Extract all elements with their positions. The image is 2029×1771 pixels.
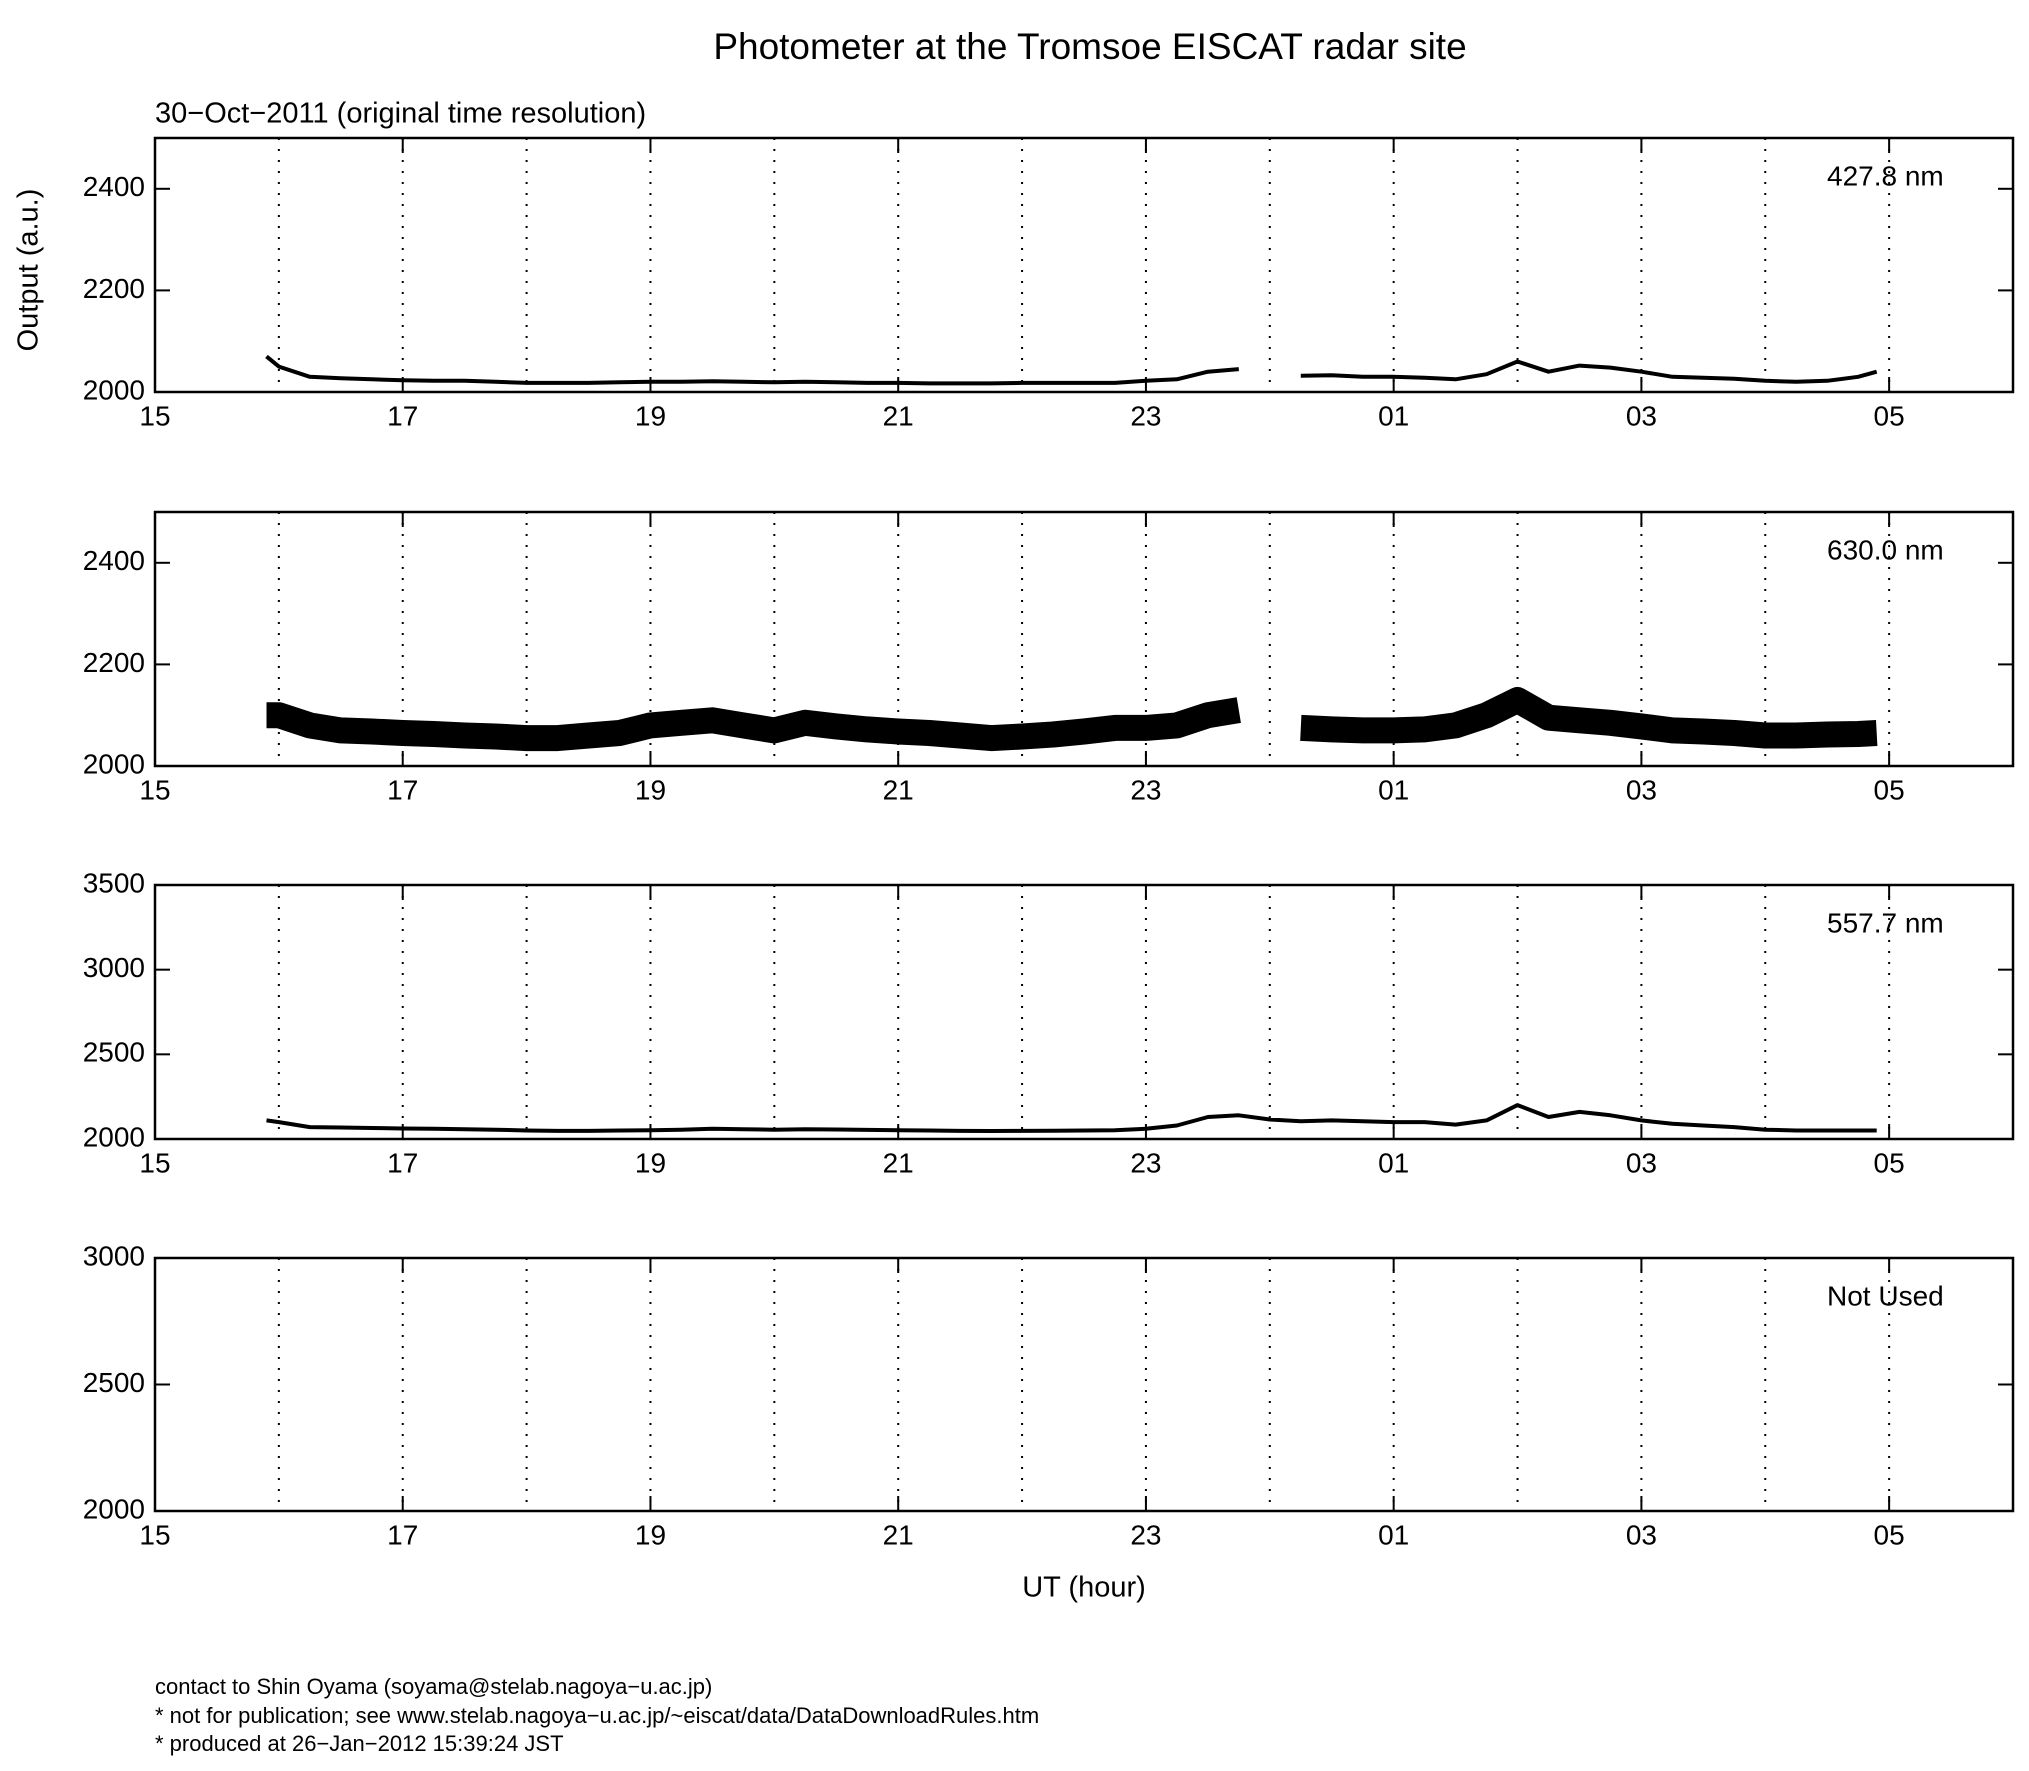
y-tick-label: 2400	[83, 545, 145, 576]
x-tick-label: 19	[635, 774, 666, 805]
x-tick-label: 03	[1626, 1519, 1657, 1550]
y-tick-label: 2000	[83, 1493, 145, 1524]
y-axis-label: Output (a.u.)	[13, 189, 45, 352]
x-tick-label: 23	[1130, 1147, 1161, 1178]
y-tick-label: 2200	[83, 273, 145, 304]
x-tick-label: 23	[1130, 400, 1161, 431]
y-tick-label: 3500	[83, 867, 145, 898]
footer-line: * not for publication; see www.stelab.na…	[155, 1703, 1039, 1728]
y-tick-label: 3000	[83, 952, 145, 983]
x-tick-label: 03	[1626, 1147, 1657, 1178]
x-tick-label: 03	[1626, 774, 1657, 805]
axes-frame	[153, 136, 2015, 394]
panel-label: Not Used	[1827, 1280, 1944, 1311]
subtitle: 30−Oct−2011 (original time resolution)	[155, 98, 646, 130]
y-tick-label: 2500	[83, 1367, 145, 1398]
panel-label: 630.0 nm	[1827, 534, 1944, 565]
y-tick-label: 2000	[83, 748, 145, 779]
axes-frame	[153, 883, 2015, 1141]
x-tick-label: 05	[1874, 1519, 1905, 1550]
x-tick-label: 01	[1378, 774, 1409, 805]
x-tick-label: 15	[139, 400, 170, 431]
x-tick-label: 01	[1378, 400, 1409, 431]
panel-label: 427.8 nm	[1827, 160, 1944, 191]
x-tick-label: 15	[139, 774, 170, 805]
x-tick-label: 17	[387, 1147, 418, 1178]
data-line	[265, 354, 1878, 386]
x-tick-label: 05	[1874, 400, 1905, 431]
title: Photometer at the Tromsoe EISCAT radar s…	[713, 26, 1466, 67]
x-tick-label: 21	[883, 774, 914, 805]
data-line	[266, 1103, 1877, 1133]
x-tick-label: 05	[1874, 774, 1905, 805]
x-tick-label: 05	[1874, 1147, 1905, 1178]
x-tick-label: 19	[635, 1519, 666, 1550]
x-tick-label: 03	[1626, 400, 1657, 431]
x-axis-label: UT (hour)	[1022, 1572, 1146, 1604]
x-tick-label: 01	[1378, 1519, 1409, 1550]
x-tick-label: 17	[387, 400, 418, 431]
x-tick-label: 15	[139, 1147, 170, 1178]
y-tick-label: 2000	[83, 1121, 145, 1152]
footer-line: * produced at 26−Jan−2012 15:39:24 JST	[155, 1731, 564, 1756]
axes-frame	[153, 510, 2015, 768]
x-tick-label: 23	[1130, 774, 1161, 805]
panel-label: 557.7 nm	[1827, 907, 1944, 938]
x-tick-label: 15	[139, 1519, 170, 1550]
x-tick-label: 01	[1378, 1147, 1409, 1178]
x-tick-label: 21	[883, 400, 914, 431]
y-tick-label: 2000	[83, 374, 145, 405]
y-tick-label: 2200	[83, 647, 145, 678]
x-tick-label: 21	[883, 1147, 914, 1178]
data-line	[265, 687, 1878, 752]
y-tick-label: 2400	[83, 171, 145, 202]
x-tick-label: 23	[1130, 1519, 1161, 1550]
x-tick-label: 21	[883, 1519, 914, 1550]
footer-line: contact to Shin Oyama (soyama@stelab.nag…	[155, 1674, 712, 1699]
y-tick-label: 3000	[83, 1240, 145, 1271]
x-tick-label: 19	[635, 400, 666, 431]
y-tick-label: 2500	[83, 1037, 145, 1068]
x-tick-label: 17	[387, 1519, 418, 1550]
x-tick-label: 17	[387, 774, 418, 805]
x-tick-label: 19	[635, 1147, 666, 1178]
